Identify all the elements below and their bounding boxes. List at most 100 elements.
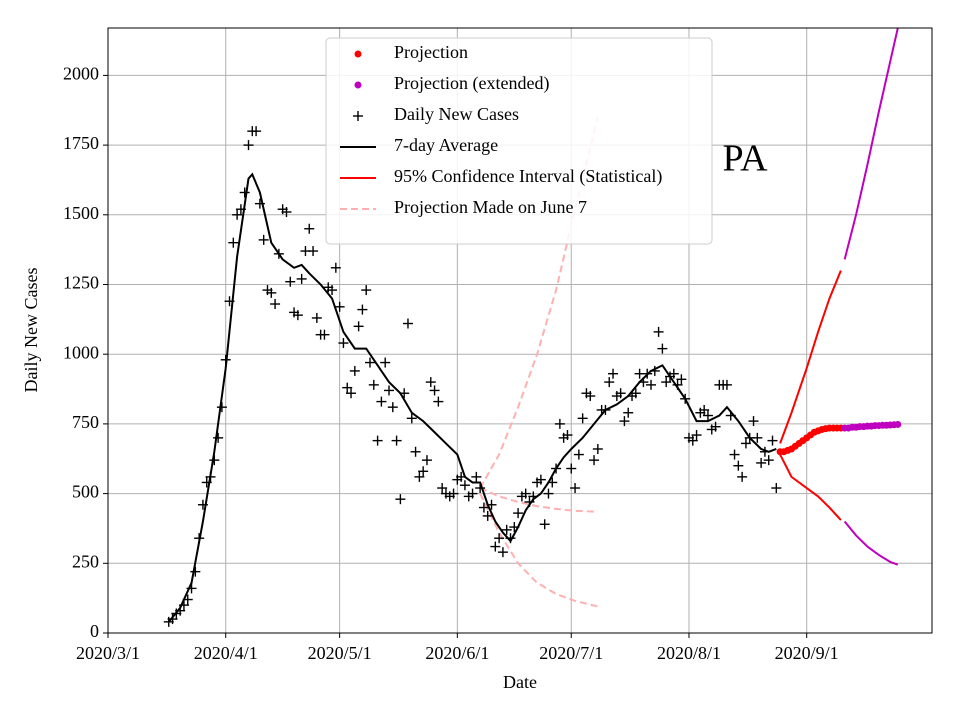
y-tick-label: 1500 [63,203,99,223]
case-marker [509,522,520,533]
case-marker [459,480,470,491]
case-marker [429,385,440,396]
case-marker [285,276,296,287]
x-tick-label: 2020/3/1 [76,643,140,663]
y-axis-label: Daily New Cases [21,268,41,393]
case-marker [292,310,303,321]
case-marker [566,463,577,474]
lower-bound-line [779,454,842,521]
legend-label: Projection [394,42,468,62]
case-marker [520,488,531,499]
case-marker [178,600,189,611]
case-marker [570,483,581,494]
case-marker [615,388,626,399]
case-marker [342,382,353,393]
case-marker [505,533,516,544]
case-marker [475,483,486,494]
x-tick-label: 2020/5/1 [308,643,372,663]
case-marker [391,435,402,446]
case-marker [535,474,546,485]
legend-marker [354,81,362,89]
case-marker [771,483,782,494]
case-marker [167,614,178,625]
case-marker [399,388,410,399]
case-marker [380,357,391,368]
case-marker [361,285,372,296]
y-tick-label: 250 [72,551,99,571]
case-marker [266,287,277,298]
case-marker [672,379,683,390]
case-marker [619,416,630,427]
case-marker [577,413,588,424]
legend-label: Projection (extended) [394,73,549,94]
case-marker [418,466,429,477]
case-marker [748,416,759,427]
case-marker [197,499,208,510]
case-marker [649,365,660,376]
case-marker [501,524,512,535]
case-marker [471,471,482,482]
case-marker [456,471,467,482]
case-marker [281,207,292,218]
x-axis-label: Date [503,672,537,692]
case-marker [585,391,596,402]
case-marker [763,455,774,466]
x-tick-label: 2020/6/1 [425,643,489,663]
case-marker [270,299,281,310]
case-marker [729,449,740,460]
case-marker [205,471,216,482]
x-tick-label: 2020/9/1 [775,643,839,663]
case-marker [186,583,197,594]
axes: 2020/3/1 2020/4/1 2020/5/1 2020/6/1 2020/7/1… [63,64,839,664]
case-marker [258,234,269,245]
projection-line [479,487,598,513]
case-marker [608,368,619,379]
case-marker [357,304,368,315]
case-marker [478,502,489,513]
case-marker [387,402,398,413]
case-marker [497,547,508,558]
case-marker [330,262,341,273]
legend-label: Projection Made on June 7 [394,197,587,217]
case-marker [604,377,615,388]
case-marker [308,246,319,257]
case-marker [759,446,770,457]
case-marker [304,223,315,234]
case-marker [216,402,227,413]
y-tick-label: 0 [90,621,99,641]
case-marker [562,430,573,441]
case-marker [733,460,744,471]
case-marker [680,393,691,404]
case-marker [642,368,653,379]
x-tick-label: 2020/4/1 [194,643,258,663]
case-marker [513,508,524,519]
case-marker [376,396,387,407]
case-marker [228,237,239,248]
legend-box [325,37,713,245]
case-marker [528,491,539,502]
x-tick-label: 2020/7/1 [539,643,603,663]
case-marker [691,430,702,441]
case-marker [490,541,501,552]
case-marker [524,496,535,507]
case-marker [687,435,698,446]
case-marker [319,329,330,340]
case-marker [175,605,186,616]
y-tick-label: 750 [72,412,99,432]
case-marker [425,377,436,388]
case-marker [543,488,554,499]
case-marker [410,446,421,457]
case-marker [346,388,357,399]
case-marker [232,209,243,220]
y-tick-label: 500 [72,482,99,502]
case-marker [721,379,732,390]
legend-label: 7-day Average [394,135,498,155]
case-marker [740,438,751,449]
case-marker [657,343,668,354]
case-marker [592,443,603,454]
case-marker [600,404,611,415]
legend: Projection Projection (extended) Daily New… [325,37,713,245]
case-marker [737,471,748,482]
y-tick-label: 1250 [63,273,99,293]
case-marker [433,396,444,407]
